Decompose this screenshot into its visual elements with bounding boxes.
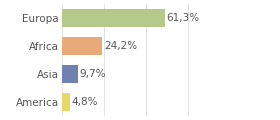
Text: 9,7%: 9,7% bbox=[80, 69, 106, 79]
Bar bbox=[62, 65, 78, 83]
Text: 4,8%: 4,8% bbox=[71, 97, 98, 107]
Bar bbox=[62, 9, 165, 27]
Bar bbox=[62, 37, 102, 55]
Text: 61,3%: 61,3% bbox=[166, 13, 199, 23]
Bar bbox=[62, 93, 70, 111]
Text: 24,2%: 24,2% bbox=[104, 41, 137, 51]
